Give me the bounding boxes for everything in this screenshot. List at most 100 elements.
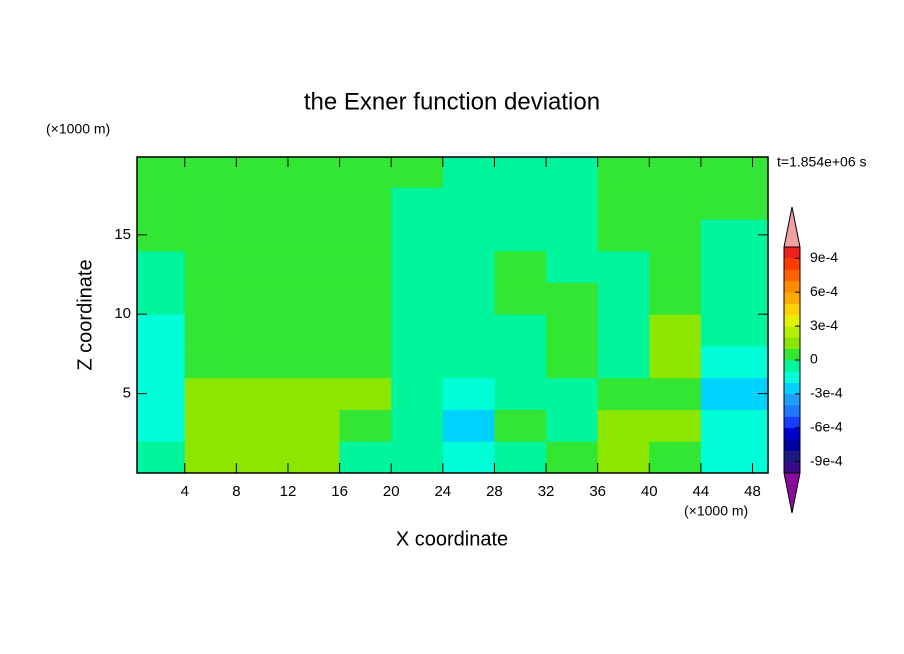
contour-cell bbox=[442, 314, 495, 347]
contour-cell bbox=[649, 157, 702, 188]
contour-cell bbox=[236, 345, 289, 379]
contour-cell bbox=[339, 314, 392, 347]
contour-cell bbox=[597, 314, 650, 347]
y-tick-label: 5 bbox=[123, 385, 131, 402]
contour-cell bbox=[391, 250, 444, 283]
contour-cell bbox=[700, 187, 768, 220]
colorbar-band bbox=[784, 269, 800, 282]
contour-cell bbox=[391, 377, 444, 410]
contour-cell bbox=[700, 441, 768, 473]
contour-cell bbox=[494, 218, 547, 252]
contour-cell bbox=[236, 377, 289, 410]
contour-cell bbox=[700, 250, 768, 283]
colorbar-band bbox=[784, 303, 800, 316]
contour-cell bbox=[339, 218, 392, 252]
y-tick-label: 15 bbox=[114, 226, 131, 243]
contour-cell bbox=[494, 187, 547, 220]
contour-cell bbox=[700, 345, 768, 379]
contour-cell bbox=[391, 218, 444, 252]
contour-field bbox=[137, 157, 768, 473]
colorbar-band bbox=[784, 258, 800, 270]
colorbar-band bbox=[784, 371, 800, 383]
contour-cell bbox=[649, 441, 702, 473]
contour-cell bbox=[287, 250, 341, 283]
x-tick-label: 20 bbox=[383, 483, 400, 500]
colorbar-tick-label: 3e-4 bbox=[810, 317, 838, 333]
contour-cell bbox=[494, 345, 547, 379]
contour-cell bbox=[287, 377, 341, 410]
chart-title: the Exner function deviation bbox=[304, 88, 600, 115]
contour-cell bbox=[339, 409, 392, 442]
contour-cell bbox=[137, 441, 186, 473]
contour-cell bbox=[442, 345, 495, 379]
contour-cell bbox=[597, 282, 650, 315]
colorbar-band bbox=[784, 393, 800, 406]
contour-cell bbox=[442, 377, 495, 410]
contour-cell bbox=[546, 157, 599, 188]
contour-cell bbox=[287, 282, 341, 315]
colorbar-band bbox=[784, 292, 800, 304]
x-tick-label: 4 bbox=[181, 483, 189, 500]
contour-cell bbox=[137, 409, 186, 442]
contour-cell bbox=[339, 441, 392, 473]
colorbar-band bbox=[784, 416, 800, 429]
contour-cell bbox=[184, 441, 237, 473]
contour-cell bbox=[236, 250, 289, 283]
contour-cell bbox=[442, 250, 495, 283]
contour-cell bbox=[546, 218, 599, 252]
contour-cell bbox=[339, 157, 392, 188]
plot-frame bbox=[136, 156, 769, 474]
colorbar-band bbox=[784, 247, 800, 259]
colorbar-band bbox=[784, 405, 800, 417]
contour-cell bbox=[391, 282, 444, 315]
contour-cell bbox=[184, 345, 237, 379]
colorbar-band bbox=[784, 461, 800, 474]
x-tick-label: 12 bbox=[280, 483, 297, 500]
contour-cell bbox=[184, 250, 237, 283]
contour-cell bbox=[236, 282, 289, 315]
contour-cell bbox=[339, 250, 392, 283]
colorbar-tick-label: 0 bbox=[810, 351, 818, 367]
contour-cell bbox=[137, 250, 186, 283]
contour-cell bbox=[597, 250, 650, 283]
contour-cell bbox=[442, 187, 495, 220]
x-tick-label: 32 bbox=[538, 483, 555, 500]
contour-cell bbox=[649, 377, 702, 410]
contour-cell bbox=[236, 314, 289, 347]
contour-cell bbox=[494, 282, 547, 315]
contour-cell bbox=[649, 218, 702, 252]
colorbar-band bbox=[784, 450, 800, 462]
colorbar-tick-label: -9e-4 bbox=[810, 452, 843, 468]
x-unit: (×1000 m) bbox=[684, 503, 748, 519]
colorbar-band bbox=[784, 360, 800, 372]
contour-cell bbox=[287, 345, 341, 379]
contour-cell bbox=[546, 377, 599, 410]
contour-cell bbox=[546, 409, 599, 442]
contour-cell bbox=[700, 157, 768, 188]
contour-cell bbox=[442, 218, 495, 252]
y-unit: (×1000 m) bbox=[46, 121, 110, 137]
x-tick-label: 8 bbox=[232, 483, 240, 500]
contour-cell bbox=[287, 409, 341, 442]
contour-cell bbox=[236, 409, 289, 442]
colorbar-band bbox=[784, 348, 800, 361]
contour-cell bbox=[442, 157, 495, 188]
colorbar-band bbox=[784, 382, 800, 395]
contour-cell bbox=[442, 409, 495, 442]
y-axis-label: Z coordinate bbox=[74, 259, 96, 370]
contour-cell bbox=[287, 218, 341, 252]
contour-cell bbox=[184, 314, 237, 347]
contour-cell bbox=[184, 187, 237, 220]
contour-cell bbox=[287, 441, 341, 473]
contour-cell bbox=[597, 345, 650, 379]
contour-cell bbox=[137, 187, 186, 220]
colorbar-tick-label: -6e-4 bbox=[810, 419, 843, 435]
contour-cell bbox=[494, 409, 547, 442]
contour-cell bbox=[391, 441, 444, 473]
contour-cell bbox=[236, 187, 289, 220]
colorbar-under bbox=[783, 472, 801, 514]
contour-cell bbox=[339, 377, 392, 410]
contour-cell bbox=[700, 409, 768, 442]
x-tick-label: 44 bbox=[693, 483, 710, 500]
